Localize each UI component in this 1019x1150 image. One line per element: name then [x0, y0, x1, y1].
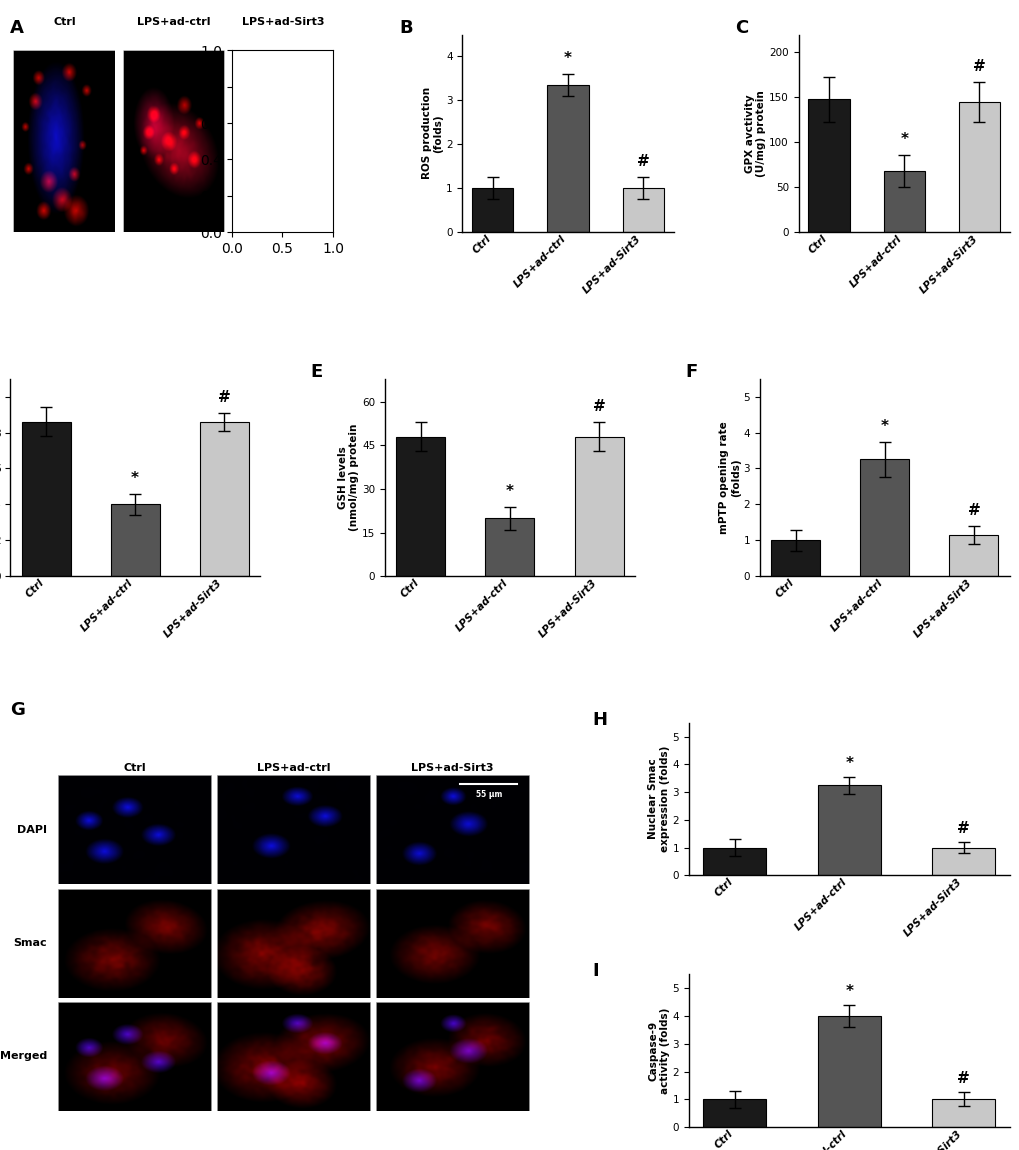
Text: Ctrl: Ctrl	[53, 16, 76, 26]
Text: #: #	[957, 821, 969, 836]
Text: Smac: Smac	[13, 938, 47, 948]
Bar	[859, 460, 909, 576]
Bar	[817, 785, 879, 875]
Text: #: #	[967, 503, 979, 518]
Bar	[817, 1017, 879, 1127]
Y-axis label: GPX avctivity
(U/mg) protein: GPX avctivity (U/mg) protein	[744, 90, 765, 177]
Bar	[931, 1099, 995, 1127]
Text: C: C	[735, 18, 748, 37]
Bar	[770, 540, 819, 576]
Bar	[703, 848, 765, 875]
Bar	[807, 99, 849, 232]
Text: DAPI: DAPI	[17, 825, 47, 835]
Bar	[547, 85, 588, 232]
Bar	[21, 422, 70, 576]
Bar	[931, 848, 995, 875]
Y-axis label: ROS production
(folds): ROS production (folds)	[421, 87, 443, 179]
Text: LPS+ad-Sirt3: LPS+ad-Sirt3	[242, 16, 324, 26]
Bar	[396, 437, 445, 576]
Text: *: *	[505, 484, 514, 499]
Bar	[485, 519, 534, 576]
Bar	[574, 437, 623, 576]
Text: LPS+ad-ctrl: LPS+ad-ctrl	[137, 16, 210, 26]
Bar	[200, 422, 249, 576]
Bar	[882, 171, 924, 232]
Text: *: *	[845, 984, 853, 999]
Bar	[622, 189, 663, 232]
Text: 45 μm: 45 μm	[291, 216, 324, 225]
Text: #: #	[957, 1072, 969, 1087]
Y-axis label: mPTP opening rate
(folds): mPTP opening rate (folds)	[718, 421, 740, 534]
Text: I: I	[592, 963, 598, 980]
Bar	[703, 1099, 765, 1127]
Text: #: #	[636, 154, 649, 169]
Text: *: *	[564, 51, 572, 66]
Text: #: #	[972, 59, 985, 75]
Bar	[949, 535, 998, 576]
Text: G: G	[10, 700, 25, 719]
Text: F: F	[685, 363, 697, 381]
Text: *: *	[845, 756, 853, 771]
Text: E: E	[310, 363, 322, 381]
Y-axis label: Nuclear Smac
expression (folds): Nuclear Smac expression (folds)	[647, 746, 669, 852]
Text: B: B	[398, 18, 413, 37]
Text: *: *	[900, 132, 907, 147]
Y-axis label: GSH levels
(nmol/mg) protein: GSH levels (nmol/mg) protein	[337, 423, 359, 531]
Bar	[110, 505, 160, 576]
Text: H: H	[592, 711, 607, 729]
Text: *: *	[131, 470, 139, 485]
Text: Merged: Merged	[0, 1051, 47, 1061]
Text: #: #	[218, 390, 230, 405]
Text: A: A	[10, 18, 24, 37]
Bar	[472, 189, 513, 232]
Text: #: #	[592, 399, 605, 414]
Bar	[958, 102, 1000, 232]
Y-axis label: Caspase-9
activity (folds): Caspase-9 activity (folds)	[647, 1007, 669, 1094]
Text: *: *	[880, 419, 888, 434]
